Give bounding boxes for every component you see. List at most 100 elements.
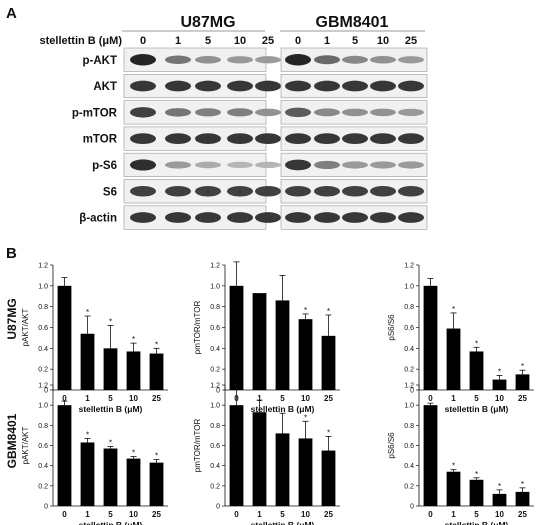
chart-row-label-gbm8401: GBM8401 <box>5 413 19 468</box>
y-tick-label: 0.8 <box>404 304 414 311</box>
bar <box>229 405 244 506</box>
bar <box>423 405 438 506</box>
blot-band <box>314 160 340 170</box>
blot-concentration-label: 5 <box>352 35 358 47</box>
bar <box>321 450 336 506</box>
y-tick-label: 0.2 <box>210 483 220 490</box>
blot-band <box>165 80 191 92</box>
blot-strip <box>280 47 428 72</box>
significance-marker: * <box>132 449 135 458</box>
y-tick-label: 0.4 <box>210 346 220 353</box>
bar <box>321 335 336 390</box>
cell-line-title-gbm8401: GBM8401 <box>316 14 389 31</box>
significance-marker: * <box>109 439 112 448</box>
blot-band <box>398 133 424 145</box>
significance-marker: * <box>86 430 89 439</box>
bar-chart-gbm8401-pakt-akt: 00.20.40.60.81.01.2pAKT/AKT0*1*5*10*25st… <box>21 383 168 525</box>
y-tick-label: 0 <box>410 504 414 511</box>
x-tick-label: 1 <box>257 510 262 519</box>
y-tick-label: 0 <box>216 504 220 511</box>
blot-band <box>130 133 156 145</box>
significance-marker: * <box>475 470 478 479</box>
blot-strip <box>280 205 428 230</box>
bar <box>252 412 267 506</box>
blot-band <box>285 186 311 197</box>
blot-band <box>165 212 191 223</box>
y-tick-label: 0.6 <box>38 325 48 332</box>
y-axis-title: pmTOR/mTOR <box>193 419 202 473</box>
blot-strip <box>123 126 281 151</box>
y-tick-label: 0.8 <box>210 423 220 430</box>
x-axis-title: stellettin B (μM) <box>79 520 143 525</box>
blot-row-label: β-actin <box>79 213 117 225</box>
blot-band <box>255 56 281 64</box>
x-tick-label: 25 <box>152 394 161 403</box>
significance-marker: * <box>155 452 158 461</box>
significance-marker: * <box>86 308 89 317</box>
blot-band <box>398 80 424 92</box>
blot-row-label: p-S6 <box>92 160 117 172</box>
x-tick-label: 0 <box>428 394 433 403</box>
x-tick-label: 5 <box>280 510 285 519</box>
blot-band <box>285 54 311 66</box>
blot-band <box>227 56 253 64</box>
blot-band <box>342 55 368 64</box>
x-tick-label: 0 <box>62 510 67 519</box>
x-tick-label: 1 <box>85 510 90 519</box>
blot-band <box>314 133 340 145</box>
blot-band <box>195 186 221 197</box>
bar <box>103 448 118 506</box>
y-tick-label: 0.6 <box>210 443 220 450</box>
significance-marker: * <box>109 317 112 326</box>
x-tick-label: 10 <box>495 394 504 403</box>
x-tick-label: 5 <box>474 510 479 519</box>
blot-band <box>195 80 221 92</box>
bar <box>80 333 95 390</box>
blot-band <box>342 186 368 197</box>
blot-band <box>398 161 424 169</box>
blot-band <box>130 80 156 92</box>
chart-row-label-u87mg: U87MG <box>5 298 19 339</box>
y-tick-label: 0.2 <box>404 367 414 374</box>
blot-band <box>130 54 156 66</box>
x-axis-title: stellettin B (μM) <box>251 520 315 525</box>
y-tick-label: 0.6 <box>210 325 220 332</box>
blot-concentration-label: 10 <box>234 35 246 47</box>
blot-concentration-label: 0 <box>295 35 301 47</box>
y-tick-label: 1.2 <box>210 383 220 390</box>
y-tick-label: 0.8 <box>38 304 48 311</box>
blot-strip <box>280 152 428 177</box>
x-tick-label: 10 <box>301 510 310 519</box>
blot-band <box>165 133 191 145</box>
x-tick-label: 0 <box>62 394 67 403</box>
y-tick-label: 0 <box>44 388 48 395</box>
blot-band <box>195 55 221 64</box>
x-tick-label: 1 <box>451 394 456 403</box>
blot-band <box>255 133 281 145</box>
y-tick-label: 0.2 <box>210 367 220 374</box>
x-tick-label: 5 <box>474 394 479 403</box>
blot-strip <box>280 74 428 99</box>
blot-band <box>314 212 340 223</box>
significance-marker: * <box>498 482 501 491</box>
western-blot-rows: p-AKT AKT p-mTOR mTOR p-S6 S6 β-actin <box>72 47 428 230</box>
y-axis-title: pS6/S6 <box>387 314 396 341</box>
y-tick-label: 0 <box>410 388 414 395</box>
blot-band <box>398 186 424 197</box>
bar-chart-u87mg-ps6-s6: 0 0.2 0.4 0.6 0.8 1.0 1.2 pS6/S6 0 * 1 * 5 * 10 * 25 stel… <box>387 263 534 414</box>
bar <box>275 433 290 506</box>
blot-band <box>255 186 281 197</box>
significance-marker: * <box>155 340 158 349</box>
y-tick-label: 1.0 <box>404 283 414 290</box>
blot-band <box>342 108 368 117</box>
x-tick-label: 25 <box>324 510 333 519</box>
blot-band <box>195 133 221 145</box>
y-tick-label: 0.6 <box>38 443 48 450</box>
blot-band <box>227 161 253 169</box>
blot-band <box>227 108 253 117</box>
y-axis-title: pAKT/AKT <box>21 426 30 464</box>
bar <box>469 479 484 506</box>
y-tick-label: 1.0 <box>210 283 220 290</box>
